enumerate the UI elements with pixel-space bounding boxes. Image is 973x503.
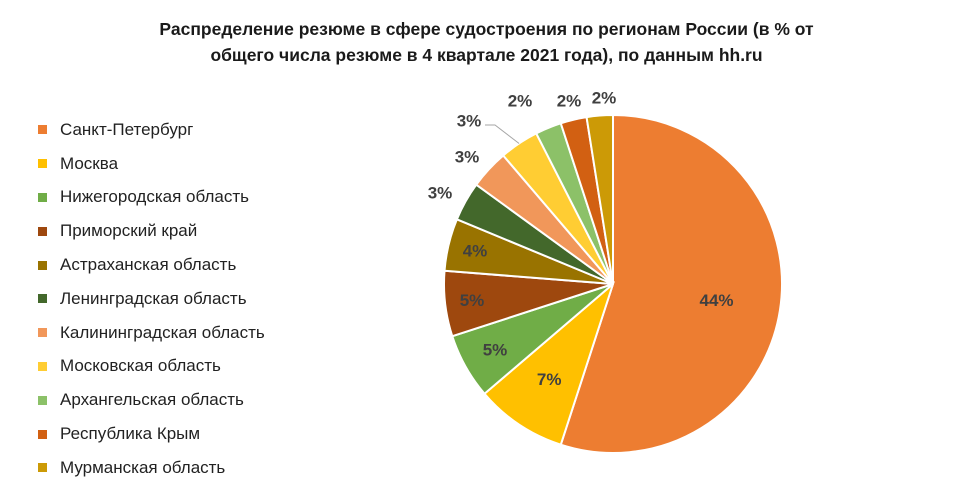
slice-data-label: 3% — [455, 148, 480, 167]
legend-swatch — [38, 328, 47, 338]
legend-swatch — [38, 260, 47, 270]
legend-swatch — [38, 361, 47, 371]
legend-item: Ленинградская область — [38, 282, 265, 316]
pie-slice — [585, 113, 614, 285]
legend-item: Архангельская область — [38, 383, 265, 417]
slice-data-label: 5% — [460, 291, 485, 310]
leader-line — [485, 124, 520, 144]
legend-label: Нижегородская область — [60, 187, 249, 207]
legend-item: Калининградская область — [38, 316, 265, 350]
legend-label: Санкт-Петербург — [60, 119, 194, 139]
legend-label: Астраханская область — [60, 255, 237, 275]
legend-swatch — [38, 395, 47, 405]
chart-title: Распределение резюме в сфере судостроени… — [0, 16, 973, 68]
legend-label: Республика Крым — [60, 424, 201, 444]
pie-slice — [559, 113, 783, 454]
legend-item: Санкт-Петербург — [38, 113, 265, 147]
legend-swatch — [38, 192, 47, 202]
data-labels: 44%7%5%5%4%3%3%3%2% 2% 2% — [428, 89, 734, 390]
legend-swatch — [38, 125, 47, 135]
legend-item: Московская область — [38, 350, 265, 384]
slice-data-label: 2% — [592, 89, 617, 108]
slice-data-label: 2% — [508, 92, 533, 111]
slice-data-label: 3% — [428, 184, 453, 203]
legend-item: Республика Крым — [38, 417, 265, 451]
slice-data-label: 5% — [483, 341, 508, 360]
legend-swatch — [38, 463, 47, 473]
legend-label: Мурманская область — [60, 457, 226, 477]
legend-label: Московская область — [60, 356, 221, 376]
legend-swatch — [38, 159, 47, 169]
slice-data-label: 44% — [699, 291, 733, 310]
legend-label: Калининградская область — [60, 322, 265, 342]
legend-item: Астраханская область — [38, 248, 265, 282]
slice-data-label: 2% — [557, 92, 582, 111]
slice-data-label: 7% — [537, 370, 562, 389]
legend-item: Приморский край — [38, 214, 265, 248]
legend-swatch — [38, 226, 47, 236]
legend-swatch — [38, 294, 47, 304]
legend-label: Ленинградская область — [60, 288, 247, 308]
slice-data-label: 4% — [463, 241, 488, 260]
legend-item: Мурманская область — [38, 451, 265, 485]
legend-label: Архангельская область — [60, 390, 244, 410]
chart-title-line-1: Распределение резюме в сфере судостроени… — [159, 19, 814, 39]
chart-title-line-2: общего числа резюме в 4 квартале 2021 го… — [210, 45, 763, 65]
leader-lines — [485, 124, 520, 144]
slice-data-label: 3% — [457, 112, 482, 131]
legend-item: Москва — [38, 147, 265, 181]
legend-label: Москва — [60, 153, 119, 173]
legend-swatch — [38, 429, 47, 439]
legend-label: Приморский край — [60, 221, 198, 241]
chart-legend: Санкт-Петербург Москва Нижегородская облас… — [38, 113, 265, 485]
pie-slice — [483, 280, 616, 446]
legend-item: Нижегородская область — [38, 181, 265, 215]
pie-slices — [443, 113, 783, 454]
